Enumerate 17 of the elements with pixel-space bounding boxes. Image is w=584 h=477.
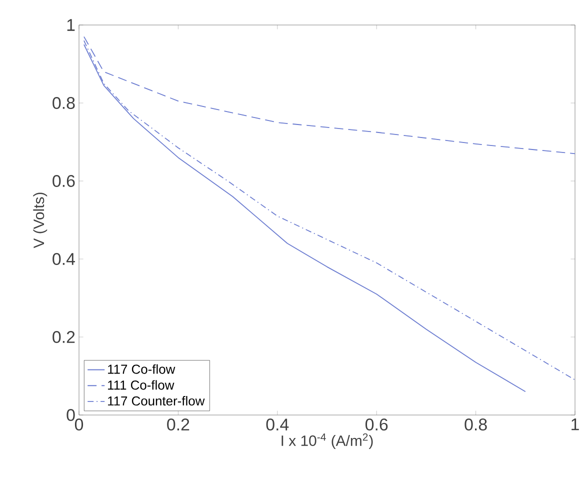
x-tick-label: 0.6: [365, 418, 388, 431]
y-tick-label: 1: [67, 19, 75, 31]
y-tick-label: 0.2: [52, 331, 75, 343]
legend-label: 111 Co-flow: [108, 380, 174, 390]
y-tick-label: 0.6: [52, 175, 75, 187]
y-tick-label: 0.8: [52, 97, 75, 109]
x-tick-label: 1: [572, 418, 579, 430]
y-axis-title: V (Volts): [33, 192, 48, 248]
y-tick-label: 0.4: [52, 253, 75, 265]
x-tick-label: 0.2: [167, 418, 190, 431]
y-tick-label: 0: [66, 409, 75, 421]
x-tick-label: 0.4: [266, 418, 289, 431]
x-tick-label: 0.8: [464, 418, 487, 431]
legend-label: 117 Co-flow: [108, 364, 176, 374]
x-tick-label: 0: [74, 418, 84, 431]
x-axis-title: I x 10$^{-4}$ (A/m$^{2}$): [282, 433, 373, 449]
legend-label: 117 Counter-flow: [108, 396, 205, 406]
